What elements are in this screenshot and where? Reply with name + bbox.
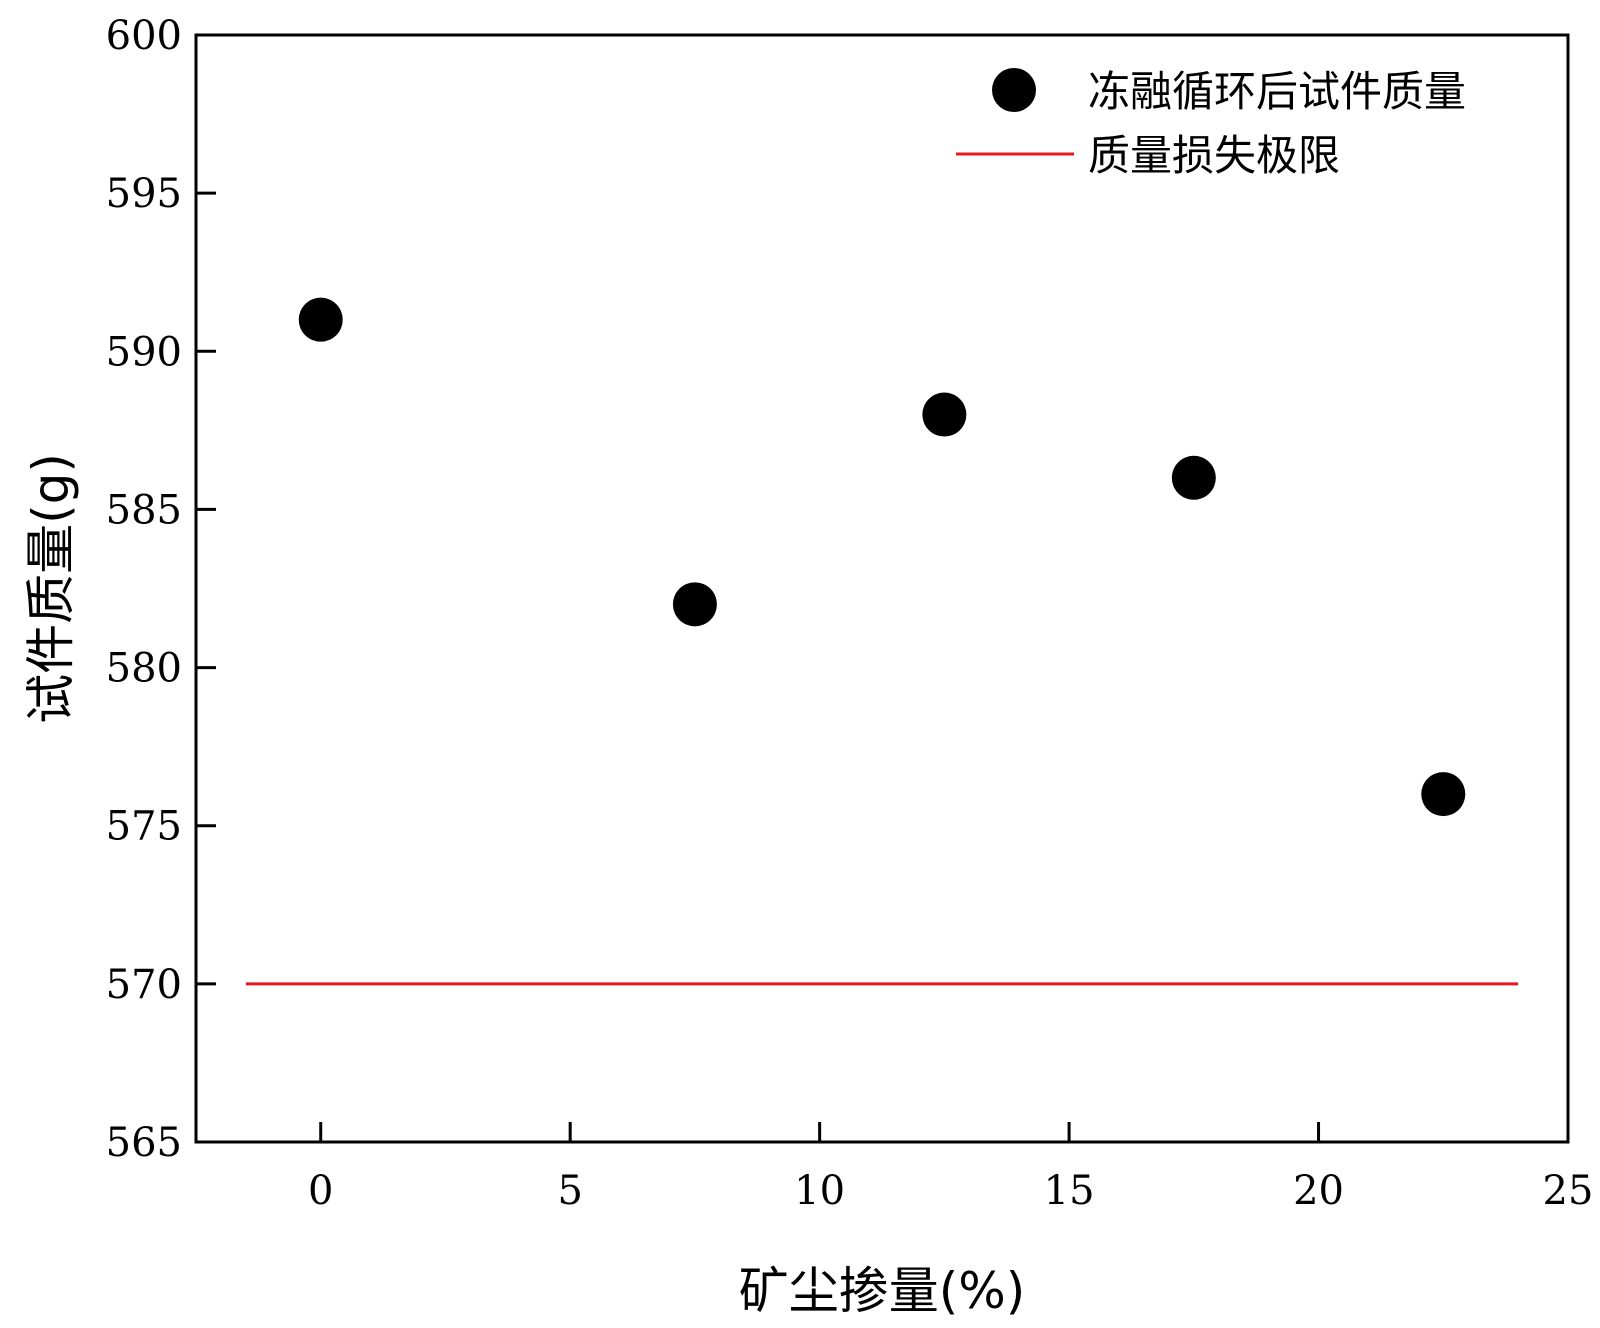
data-point xyxy=(922,392,967,437)
y-tick-label: 575 xyxy=(106,804,182,850)
legend-label-line: 质量损失极限 xyxy=(1088,131,1340,180)
x-axis-title: 矿尘掺量(%) xyxy=(739,1262,1026,1320)
data-point xyxy=(298,297,343,342)
point-layer xyxy=(298,297,1466,817)
y-axis-ticks: 565 570 575 580 585 590 595 600 xyxy=(106,13,216,1166)
x-axis-ticks: 0 5 10 15 20 25 xyxy=(308,1122,1593,1214)
x-tick-label: 5 xyxy=(557,1168,582,1214)
y-tick-label: 600 xyxy=(106,13,182,59)
y-tick-label: 570 xyxy=(106,962,182,1008)
x-tick-label: 10 xyxy=(794,1168,845,1214)
y-tick-label: 590 xyxy=(106,329,182,375)
y-tick-label: 585 xyxy=(106,487,182,533)
data-point xyxy=(1171,455,1216,500)
x-tick-label: 0 xyxy=(308,1168,333,1214)
y-tick-label: 595 xyxy=(106,171,182,217)
y-tick-label: 580 xyxy=(106,646,182,692)
x-tick-label: 20 xyxy=(1293,1168,1344,1214)
legend-marker-scatter xyxy=(992,68,1036,112)
y-tick-label: 565 xyxy=(106,1120,182,1166)
x-tick-label: 15 xyxy=(1044,1168,1095,1214)
x-tick-label: 25 xyxy=(1543,1168,1594,1214)
legend: 冻融循环后试件质量 质量损失极限 xyxy=(956,67,1466,180)
legend-label-scatter: 冻融循环后试件质量 xyxy=(1088,67,1466,116)
y-axis-title: 试件质量(g) xyxy=(22,453,80,724)
data-point xyxy=(1421,772,1466,817)
data-point xyxy=(672,582,717,627)
plot-frame xyxy=(194,33,1570,1144)
